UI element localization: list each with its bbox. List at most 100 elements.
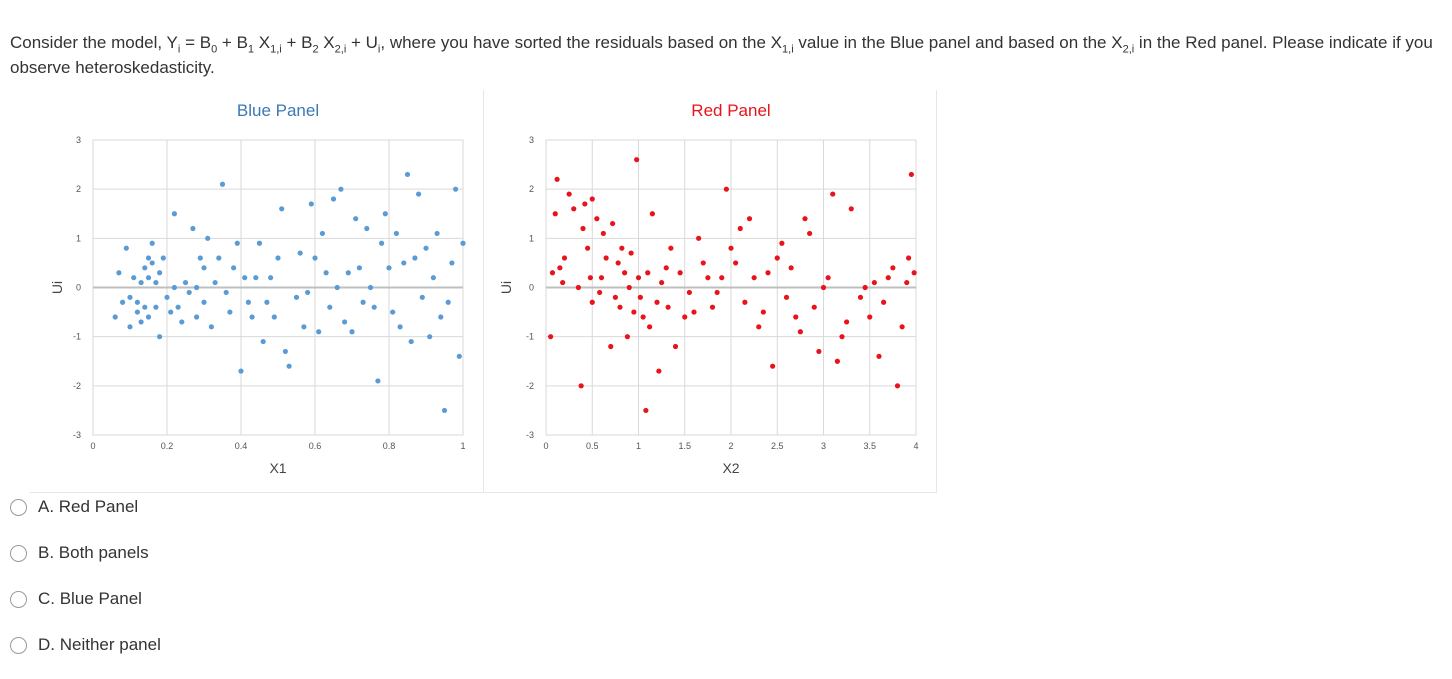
blue-data-point xyxy=(194,314,200,320)
red-data-point xyxy=(672,343,679,350)
red-data-point xyxy=(911,270,917,276)
blue-data-point xyxy=(397,324,403,330)
blue-data-point xyxy=(308,201,314,207)
red-data-point xyxy=(862,284,868,291)
red-data-point xyxy=(580,225,586,232)
red-data-point xyxy=(802,216,808,222)
charts-frame xyxy=(30,90,937,493)
blue-data-point xyxy=(401,260,407,266)
red-data-point xyxy=(631,309,637,315)
blue-data-point xyxy=(453,186,459,192)
blue-data-point xyxy=(430,275,436,281)
blue-data-point xyxy=(138,279,144,286)
blue-data-point xyxy=(134,309,140,315)
blue-data-point xyxy=(316,329,322,335)
blue-data-point xyxy=(371,304,377,310)
blue-data-point xyxy=(404,171,411,178)
blue-data-point xyxy=(460,240,466,246)
blue-data-point xyxy=(134,299,140,305)
radio-c[interactable] xyxy=(10,590,27,608)
blue-data-point xyxy=(190,225,196,232)
blue-xtick-label: 0.2 xyxy=(161,441,174,451)
blue-data-point xyxy=(142,265,148,271)
blue-data-point xyxy=(253,275,259,281)
red-data-point xyxy=(637,294,643,300)
red-data-point xyxy=(723,186,729,192)
red-data-point xyxy=(686,289,692,296)
red-data-point xyxy=(867,314,873,320)
red-xtick-label: 0 xyxy=(543,441,548,451)
red-data-point xyxy=(742,299,748,305)
blue-data-point xyxy=(145,275,152,281)
red-data-point xyxy=(624,334,630,340)
blue-data-point xyxy=(367,284,374,291)
red-ytick-label: 3 xyxy=(529,135,534,145)
option-b-label: B. Both panels xyxy=(38,543,149,562)
blue-data-point xyxy=(334,284,340,291)
red-data-point xyxy=(600,230,606,237)
red-data-point xyxy=(560,279,566,286)
red-data-point xyxy=(816,348,822,355)
blue-data-point xyxy=(456,353,462,359)
red-data-point xyxy=(825,275,831,281)
red-data-point xyxy=(691,309,697,315)
red-data-point xyxy=(557,265,563,271)
blue-data-point xyxy=(131,275,137,281)
blue-data-point xyxy=(338,186,344,192)
red-data-point xyxy=(597,289,603,296)
blue-data-point xyxy=(127,294,133,300)
blue-data-point xyxy=(390,309,396,315)
red-data-point xyxy=(615,260,621,266)
red-yaxis-label: Ui xyxy=(498,281,514,294)
blue-data-point xyxy=(219,181,226,187)
question-text: Consider the model, Yi = B0 + B1 X1,i + … xyxy=(10,33,1433,77)
option-a[interactable]: A. Red Panel xyxy=(10,495,161,519)
option-d-label: D. Neither panel xyxy=(38,635,161,654)
red-ytick-label: 2 xyxy=(529,184,534,194)
option-d[interactable]: D. Neither panel xyxy=(10,633,161,657)
radio-a[interactable] xyxy=(10,498,27,516)
red-data-point xyxy=(585,245,591,251)
red-data-point xyxy=(571,206,577,212)
red-data-point xyxy=(788,265,794,271)
red-data-point xyxy=(622,270,628,276)
red-ytick-label: -1 xyxy=(526,332,534,342)
red-data-point xyxy=(857,294,864,300)
red-data-point xyxy=(668,245,674,251)
panel-divider xyxy=(483,90,484,492)
blue-data-point xyxy=(179,319,185,325)
blue-data-point xyxy=(223,289,229,296)
red-data-point xyxy=(770,363,776,369)
blue-data-point xyxy=(238,368,244,374)
red-data-point xyxy=(797,329,803,335)
red-data-point xyxy=(728,245,734,251)
blue-ytick-label: -1 xyxy=(73,332,81,342)
radio-d[interactable] xyxy=(10,636,27,654)
red-data-point xyxy=(830,191,836,197)
blue-data-point xyxy=(208,324,214,330)
option-c[interactable]: C. Blue Panel xyxy=(10,587,161,611)
red-data-point xyxy=(714,289,720,296)
red-data-point xyxy=(885,275,891,281)
blue-data-point xyxy=(345,270,351,276)
red-data-point xyxy=(552,211,558,217)
blue-data-point xyxy=(153,304,159,310)
blue-data-point xyxy=(160,255,166,261)
radio-b[interactable] xyxy=(10,544,27,562)
blue-title: Blue Panel xyxy=(237,101,319,120)
blue-panel-chart: 0 0.2 0.4 0.6 0.8 1 -3 -2 -1 0 1 2 3 Blue Panel X1 Ui xyxy=(49,101,466,476)
red-data-point xyxy=(634,157,640,163)
blue-data-point xyxy=(393,230,399,237)
blue-data-point xyxy=(138,319,144,325)
red-data-point xyxy=(733,260,739,266)
red-xtick-label: 2.5 xyxy=(771,441,784,451)
blue-data-point xyxy=(416,191,422,197)
blue-data-point xyxy=(301,324,307,330)
red-data-point xyxy=(820,284,827,291)
red-xaxis-label: X2 xyxy=(722,460,739,476)
red-data-point xyxy=(663,265,669,271)
red-data-point xyxy=(760,309,766,315)
option-b[interactable]: B. Both panels xyxy=(10,541,161,565)
blue-data-point xyxy=(342,319,348,325)
red-data-point xyxy=(608,343,614,350)
